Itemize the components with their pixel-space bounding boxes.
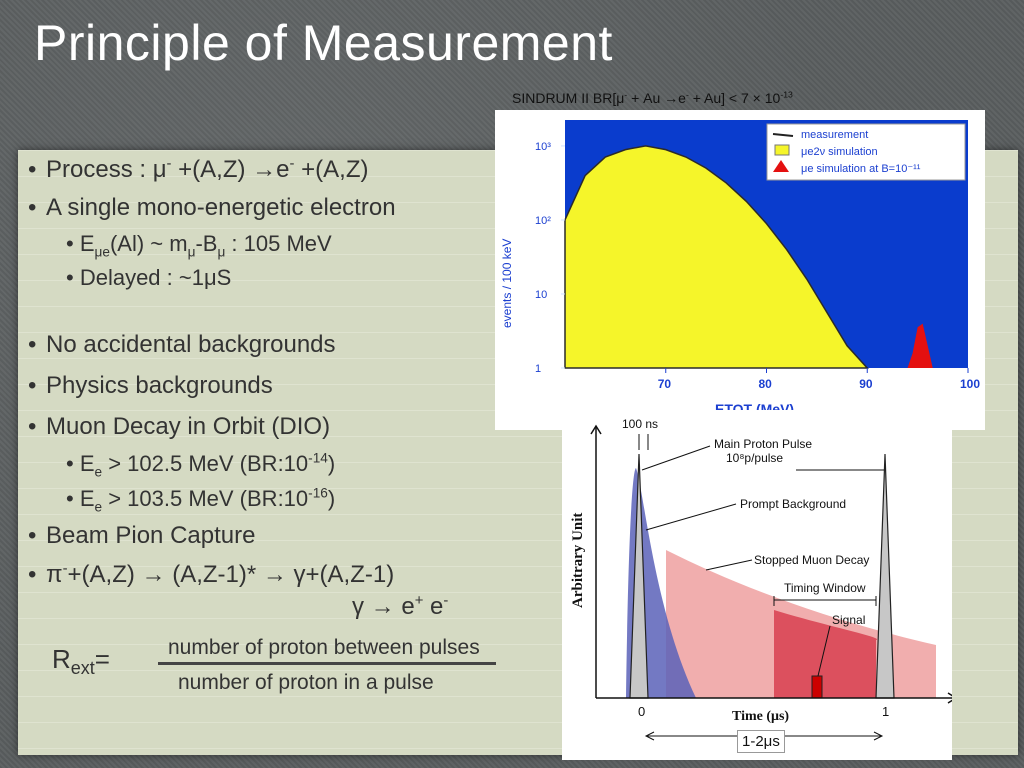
bullet-mono: • A single mono-energetic electron: [28, 194, 396, 221]
muon-decay-label: Stopped Muon Decay: [754, 553, 869, 567]
bullet-energy: • Eμe(Al) ~ mμ-Bμ : 105 MeV: [66, 231, 332, 260]
x-tick-label: 100: [960, 377, 980, 391]
slide-title: Principle of Measurement: [34, 15, 613, 71]
y-tick-label: 10²: [535, 215, 551, 227]
y-arrow: [590, 424, 602, 435]
y-tick-label: 10: [535, 289, 547, 301]
legend-entry: μe simulation at B=10⁻¹¹: [801, 163, 921, 175]
leader-decay: [705, 559, 753, 571]
leader-prompt: [645, 503, 737, 531]
legend-box: [766, 123, 966, 181]
x-tick-1: 1: [882, 704, 889, 719]
bullet-process: • Process : μ- +(A,Z) →e- +(A,Z): [28, 156, 369, 183]
x-tick-label: 80: [759, 377, 773, 391]
width-label: 100 ns: [622, 417, 658, 431]
rext-numerator: number of proton between pulses: [168, 636, 480, 659]
bullet-pion: • Beam Pion Capture: [28, 522, 256, 549]
y-tick-label: 10³: [535, 141, 551, 153]
bullet-ee1: • Ee > 102.5 MeV (BR:10-14): [66, 450, 336, 480]
span-arrow-r: [873, 731, 884, 741]
main-pulse-label-2: 10⁸p/pulse: [726, 451, 783, 465]
bullet-no-accidental: • No accidental backgrounds: [28, 331, 336, 358]
legend-icon-signal: [773, 160, 789, 172]
x-tick-label: 70: [658, 377, 672, 391]
bullet-dio: • Muon Decay in Orbit (DIO): [28, 413, 331, 440]
rext-denominator: number of proton in a pulse: [178, 671, 434, 694]
leader-signal: [817, 625, 831, 677]
gamma-equation: γ → e+ e-: [352, 593, 449, 620]
signal-bar: [811, 675, 823, 699]
rext-label: Rext=: [52, 644, 110, 679]
timing-window-area: [774, 610, 878, 698]
y-axis-label: Arbitrary Unit: [570, 513, 586, 608]
timing-window-label: Timing Window: [784, 581, 866, 595]
x-arrow: [947, 692, 952, 704]
signal-label: Signal: [832, 613, 865, 627]
y-axis-label: events / 100 keV: [500, 239, 514, 328]
bullet-physics: • Physics backgrounds: [28, 372, 273, 399]
x-tick-label: 90: [859, 377, 873, 391]
time-span-note: 1-2μs: [737, 730, 785, 753]
bullet-delayed: • Delayed : ~1μS: [66, 265, 232, 290]
leader-main-1: [641, 445, 711, 471]
sindrum-result: SINDRUM II BR[μ- + Au →e- + Au] < 7 × 10…: [512, 89, 793, 106]
y-tick-label: 1: [535, 363, 541, 375]
x-axis-label: Time (μs): [732, 709, 789, 724]
main-pulse-label: Main Proton Pulse: [714, 437, 812, 451]
span-arrow-l: [644, 731, 655, 741]
bullet-ee2: • Ee > 103.5 MeV (BR:10-16): [66, 485, 336, 515]
bullet-pion-eq: • π-+(A,Z) → (A,Z-1)* → γ+(A,Z-1): [28, 561, 395, 588]
x-tick-0: 0: [638, 704, 645, 719]
fraction-bar: [158, 662, 496, 665]
legend-icon-sim: [774, 144, 790, 156]
prompt-label: Prompt Background: [740, 497, 846, 511]
signal-peak: [907, 323, 933, 368]
legend-entry: measurement: [801, 129, 868, 141]
legend-entry: μe2ν simulation: [801, 146, 878, 158]
sim-area: [564, 145, 869, 369]
legend-icon-measurement: [772, 133, 794, 137]
